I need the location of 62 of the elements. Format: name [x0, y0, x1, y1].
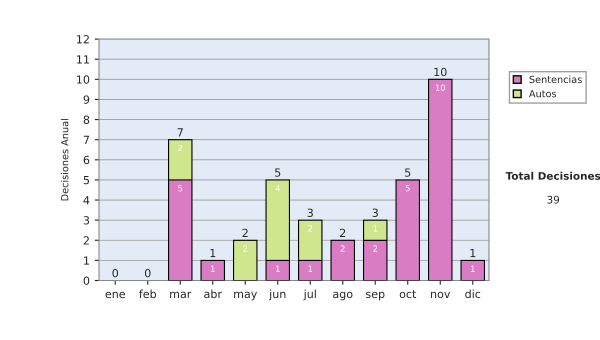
bar	[232, 240, 258, 280]
x-tick-label: oct	[400, 290, 416, 298]
y-tick-label: 3	[84, 216, 90, 225]
y-tick-label: 4	[83, 196, 90, 204]
y-tick-label: 1	[84, 256, 89, 265]
x-tick-label: jul	[303, 290, 316, 300]
data-label: 4	[276, 185, 280, 192]
text: Total Decisiones	[506, 172, 600, 180]
x-tick-label: nov	[431, 292, 450, 298]
y-tick-label: 6	[84, 156, 90, 164]
data-label: 2	[243, 245, 248, 252]
y-tick-label: 12	[77, 35, 89, 44]
bar	[428, 78, 453, 280]
legend-label: Autos	[528, 90, 556, 98]
data-label: 1	[308, 266, 312, 272]
x-tick-label: feb	[139, 290, 156, 298]
x-tick-label: sep	[366, 292, 384, 300]
x-tick-label: dic	[465, 290, 480, 298]
data-label: 10	[436, 84, 445, 91]
x-tick-label: abr	[204, 290, 222, 298]
bar	[330, 240, 356, 280]
data-label: 1	[374, 225, 378, 232]
total-label: 3	[308, 208, 313, 217]
data-label: 2	[340, 245, 345, 252]
bar	[460, 260, 486, 280]
bar	[395, 179, 420, 280]
y-tick-label: 2	[84, 236, 89, 244]
legend-label: Sentencias	[530, 76, 582, 84]
data-label: 5	[406, 185, 410, 192]
data-label: 2	[178, 144, 182, 152]
y-tick-label: 11	[77, 55, 89, 64]
total-label: 0	[144, 268, 151, 278]
x-tick-label: ene	[106, 292, 126, 298]
y-tick-label: 0	[84, 276, 90, 285]
y-axis-title: Decisiones Anual	[60, 119, 68, 200]
y-tick-label: 8	[84, 116, 90, 124]
y-tick-label: 9	[84, 95, 90, 104]
x-tick-label: may	[234, 292, 258, 300]
total-label: 5	[275, 168, 280, 177]
total-label: 3	[372, 208, 378, 217]
text: 39	[547, 196, 560, 204]
total-label: 1	[210, 248, 216, 258]
total-label: 10	[434, 68, 447, 76]
bar	[200, 260, 226, 280]
y-tick-label: 10	[77, 75, 90, 84]
total-label: 1	[470, 248, 476, 258]
total-label: 0	[112, 268, 118, 278]
y-tick-label: 7	[84, 136, 90, 144]
total-label: 2	[340, 228, 346, 237]
y-tick-label: 5	[84, 176, 89, 184]
data-label: 1	[471, 266, 475, 272]
total-label: 2	[242, 228, 248, 237]
total-label: 5	[405, 168, 410, 177]
data-label: 2	[308, 225, 312, 232]
data-label: 1	[276, 266, 280, 272]
data-label: 2	[373, 245, 378, 252]
data-label: 5	[178, 185, 182, 192]
total-label: 7	[178, 128, 183, 136]
x-tick-label: jun	[268, 290, 286, 300]
x-tick-label: mar	[170, 292, 192, 298]
data-label: 1	[211, 266, 215, 272]
x-tick-label: ago	[333, 292, 352, 300]
